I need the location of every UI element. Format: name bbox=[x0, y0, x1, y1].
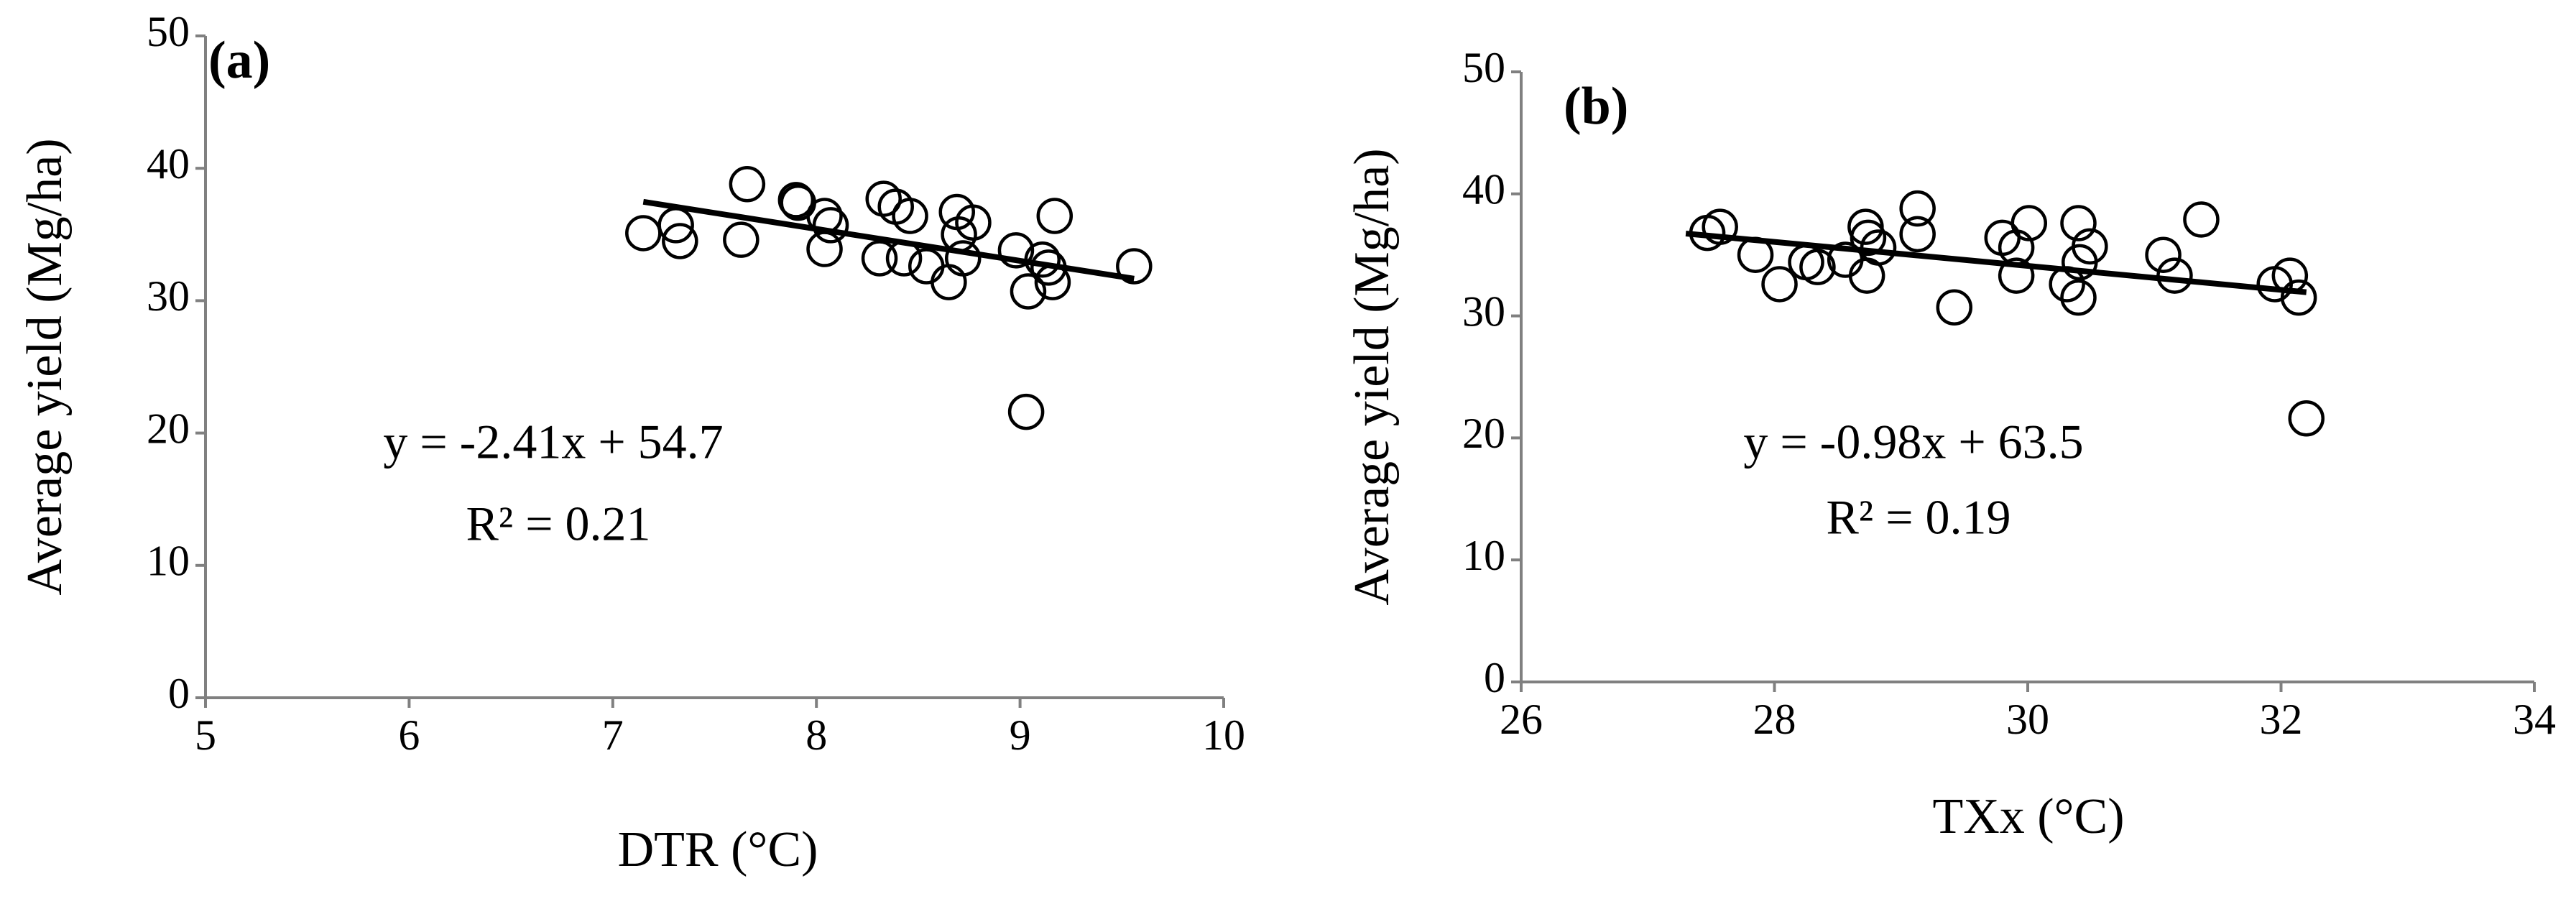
y-tick-label: 20 bbox=[147, 405, 190, 452]
scatter-point bbox=[1799, 249, 1836, 285]
scatter-point bbox=[1007, 393, 1045, 430]
scatter-point bbox=[892, 198, 928, 234]
y-tick-label: 10 bbox=[1462, 532, 1505, 579]
x-tick-label: 30 bbox=[2006, 696, 2049, 743]
x-tick-label: 28 bbox=[1753, 696, 1796, 743]
scatter-point bbox=[1116, 248, 1153, 285]
panel-label: (b) bbox=[1564, 77, 1628, 136]
x-tick-label: 9 bbox=[1010, 711, 1031, 759]
x-tick-label: 26 bbox=[1500, 696, 1543, 743]
x-tick-label: 34 bbox=[2513, 696, 2556, 743]
scatter-point bbox=[662, 223, 698, 259]
scatter-point bbox=[1899, 216, 1936, 253]
y-tick-label: 30 bbox=[1462, 287, 1505, 335]
scatter-point bbox=[729, 166, 766, 203]
trend-line bbox=[1685, 231, 2307, 295]
scatter-point bbox=[806, 231, 843, 267]
scatter-point bbox=[861, 240, 898, 277]
scatter-point bbox=[931, 264, 967, 300]
scatter-point bbox=[1850, 219, 1887, 257]
y-tick-label: 40 bbox=[147, 140, 190, 188]
scatter-point bbox=[2183, 201, 2220, 238]
y-tick-label: 10 bbox=[147, 538, 190, 585]
x-tick-label: 7 bbox=[602, 711, 624, 759]
scatter-point bbox=[1036, 198, 1074, 234]
x-tick-label: 10 bbox=[1202, 711, 1245, 759]
scatter-point bbox=[2280, 279, 2317, 316]
y-axis-label: Average yield (Mg/ha) bbox=[17, 138, 73, 595]
y-tick-label: 0 bbox=[1484, 654, 1505, 701]
scatter-point bbox=[2060, 279, 2097, 316]
r-squared: R² = 0.21 bbox=[466, 497, 650, 551]
x-tick-label: 8 bbox=[805, 711, 827, 759]
scatter-point bbox=[908, 248, 945, 285]
scatter-point bbox=[723, 221, 760, 258]
scatter-point bbox=[1998, 257, 2035, 294]
panel-label: (a) bbox=[208, 31, 270, 90]
y-tick-label: 30 bbox=[147, 272, 190, 320]
scatter-point bbox=[997, 232, 1035, 269]
x-tick-label: 6 bbox=[398, 711, 420, 759]
x-axis-label: DTR (°C) bbox=[618, 822, 818, 877]
x-tick-label: 32 bbox=[2260, 696, 2303, 743]
equation: y = -2.41x + 54.7 bbox=[383, 415, 723, 469]
scatter-point bbox=[944, 240, 982, 277]
equation: y = -0.98x + 63.5 bbox=[1743, 415, 2083, 469]
trend-line bbox=[642, 198, 1135, 282]
scatter-point bbox=[941, 216, 977, 253]
y-axis-label: Average yield (Mg/ha) bbox=[1344, 148, 1400, 605]
scatter-point bbox=[812, 207, 849, 244]
y-tick-label: 50 bbox=[1462, 44, 1505, 91]
scatter-point bbox=[1010, 273, 1047, 310]
y-tick-label: 40 bbox=[1462, 166, 1505, 213]
x-axis-label: TXx (°C) bbox=[1932, 789, 2124, 844]
scatter-point bbox=[2060, 205, 2097, 241]
scatter-point bbox=[625, 215, 662, 252]
scatter-point bbox=[2072, 228, 2108, 265]
r-squared: R² = 0.19 bbox=[1826, 490, 2011, 545]
scatter-point bbox=[1899, 190, 1936, 227]
scatter-point bbox=[1702, 208, 1738, 245]
scatter-point bbox=[1936, 289, 1973, 326]
scatter-point bbox=[777, 182, 815, 218]
scatter-point bbox=[2011, 205, 2048, 241]
x-tick-label: 5 bbox=[195, 711, 216, 759]
y-tick-label: 50 bbox=[147, 8, 190, 55]
scatter-point bbox=[1761, 266, 1798, 303]
scatter-point bbox=[2156, 257, 2193, 294]
y-tick-label: 20 bbox=[1462, 410, 1505, 457]
scatter-point bbox=[2145, 236, 2182, 273]
y-tick-label: 0 bbox=[168, 670, 190, 717]
scatter-point bbox=[955, 204, 992, 241]
scatter-point bbox=[2288, 400, 2325, 437]
